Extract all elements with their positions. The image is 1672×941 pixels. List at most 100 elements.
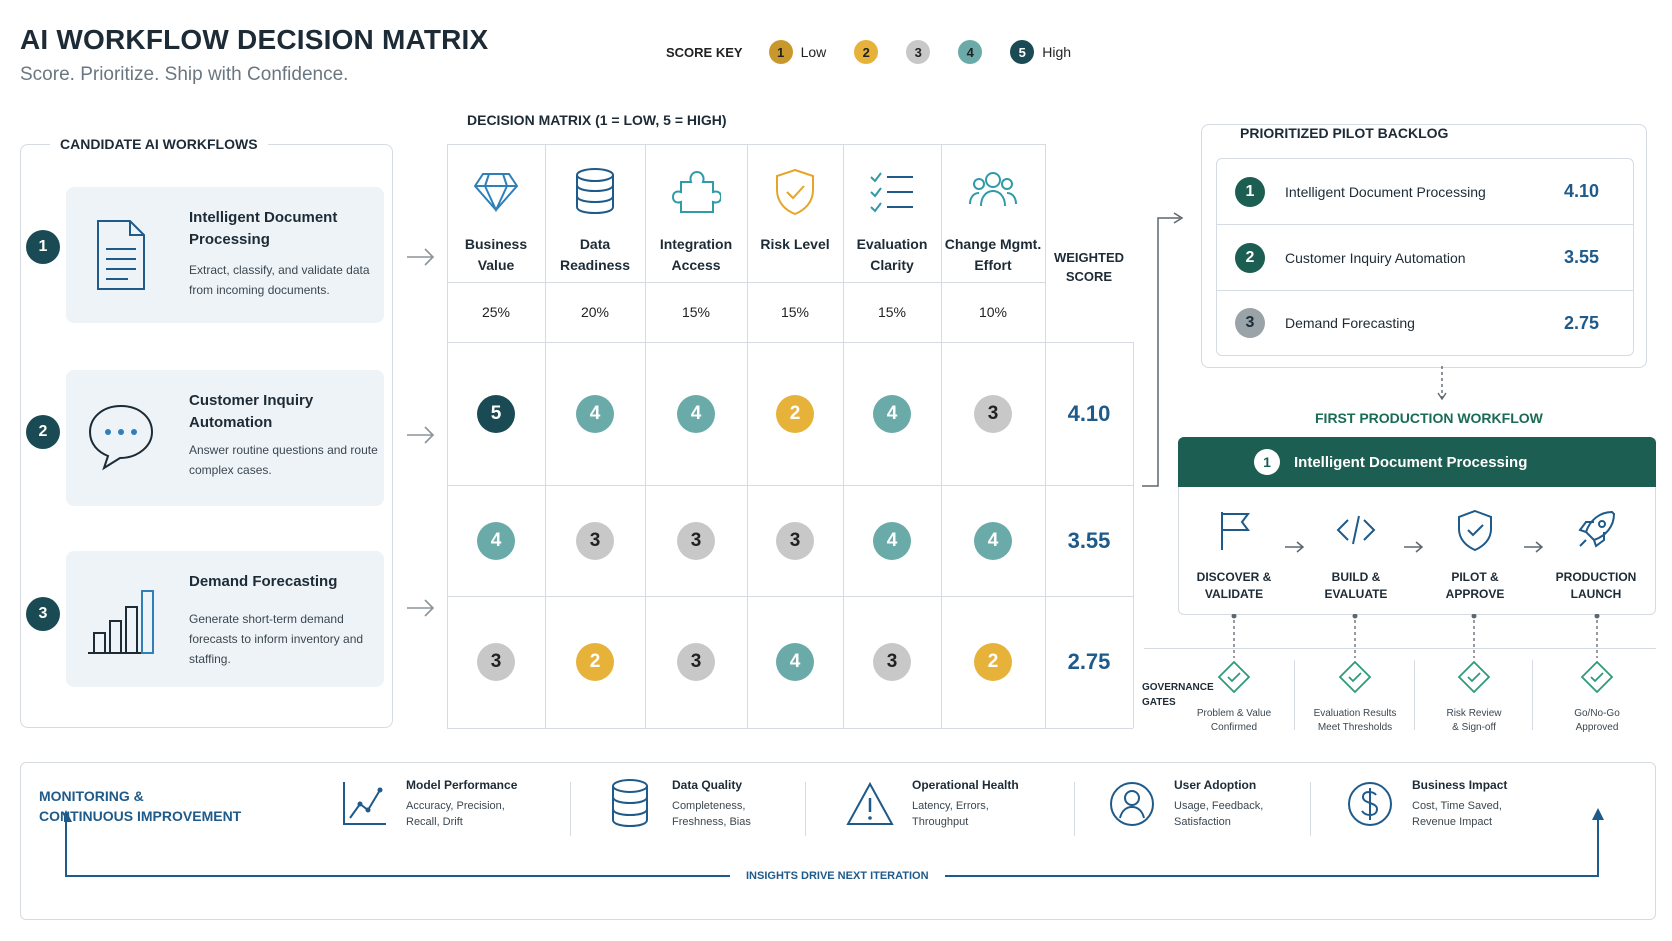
gate-divider	[1414, 660, 1415, 730]
connector-arrow-icon	[1142, 212, 1184, 487]
monitoring-panel	[20, 762, 1656, 920]
monitor-desc-line1: Accuracy, Precision,	[406, 800, 505, 812]
candidate-description: Answer routine questions and route compl…	[189, 443, 378, 477]
score-dot: 4	[477, 521, 515, 560]
criterion-weight: 15%	[681, 304, 711, 320]
stage-line1: PRODUCTION	[1555, 570, 1637, 584]
monitor-desc-line2: Satisfaction	[1174, 816, 1231, 828]
stage-line1: BUILD &	[1331, 570, 1381, 584]
monitor-name: Operational Health	[912, 778, 1019, 792]
monitoring-title-line2: CONTINUOUS IMPROVEMENT	[39, 808, 242, 824]
database-icon	[612, 779, 648, 828]
dollar-icon	[1348, 782, 1392, 826]
monitor-data-quality[interactable]: Data Quality Completeness, Freshness, Bia…	[606, 778, 751, 830]
gate-label: Risk Review & Sign-off	[1415, 707, 1533, 735]
weighted-score: 2.75	[1067, 649, 1111, 674]
governance-gate[interactable]: Problem & Value Confirmed	[1175, 660, 1293, 735]
backlog-score: 3.55	[1563, 247, 1599, 267]
score-dot: 3	[576, 521, 614, 560]
monitor-name: User Adoption	[1174, 778, 1257, 792]
gate-label: Problem & Value Confirmed	[1175, 707, 1293, 735]
governance-gate[interactable]: Evaluation Results Meet Thresholds	[1296, 660, 1414, 735]
monitor-desc: Completeness, Freshness, Bias	[672, 798, 751, 830]
criterion-data-readiness: Data Readiness 20%	[545, 144, 645, 342]
score-key-item: 2	[854, 40, 879, 64]
score-dot: 3	[873, 643, 911, 681]
grid-line	[843, 144, 844, 728]
loop-label: INSIGHTS DRIVE NEXT ITERATION	[730, 870, 945, 882]
stage-production-launch[interactable]: PRODUCTION LAUNCH	[1538, 508, 1654, 603]
score-dot: 2	[576, 643, 614, 681]
monitor-divider	[570, 782, 571, 836]
monitoring-title-line1: MONITORING &	[39, 788, 144, 804]
trend-chart-icon	[343, 782, 386, 825]
arrow-right-icon	[1524, 541, 1544, 553]
score-dot: 4	[873, 394, 911, 433]
gate-line1: Go/No-Go	[1574, 708, 1620, 719]
grid-line	[1133, 342, 1134, 728]
backlog-item[interactable]: 2 Customer Inquiry Automation 3.55	[1217, 225, 1633, 291]
backlog-item[interactable]: 1 Intelligent Document Processing 4.10	[1217, 159, 1633, 225]
rocket-icon	[1578, 510, 1616, 548]
page-subtitle: Score. Prioritize. Ship with Confidence.	[20, 64, 349, 85]
stage-discover-validate[interactable]: DISCOVER & VALIDATE	[1176, 508, 1292, 603]
monitor-text: Operational Health Latency, Errors, Throu…	[912, 778, 1019, 830]
backlog-item[interactable]: 3 Demand Forecasting 2.75	[1217, 290, 1633, 356]
arrow-right-icon	[407, 426, 435, 444]
diamond-check-icon	[1580, 660, 1614, 694]
candidate-card-demand-forecasting[interactable]: Demand Forecasting Generate short-term d…	[66, 551, 384, 687]
score-dot: 3	[677, 521, 715, 560]
first-production-number: 1	[1254, 449, 1280, 475]
stage-build-evaluate[interactable]: BUILD & EVALUATE	[1298, 508, 1414, 603]
candidate-number: 3	[26, 597, 60, 631]
diamond-check-icon	[1338, 660, 1372, 694]
candidate-description: Extract, classify, and validate data fro…	[189, 263, 370, 297]
grid-line	[447, 144, 1045, 145]
monitor-divider	[805, 782, 806, 836]
criterion-label: Integration Access	[659, 236, 733, 273]
monitor-name: Model Performance	[406, 778, 518, 792]
monitor-divider	[1074, 782, 1075, 836]
stage-pilot-approve[interactable]: PILOT & APPROVE	[1417, 508, 1533, 603]
score-key-item: 5 High	[1010, 40, 1071, 64]
monitor-model-performance[interactable]: Model Performance Accuracy, Precision, Re…	[340, 778, 517, 830]
stage-line2: LAUNCH	[1570, 587, 1622, 601]
diamond-check-icon	[1217, 660, 1251, 694]
diamond-check-icon	[1457, 660, 1491, 694]
backlog-name: Customer Inquiry Automation	[1285, 249, 1466, 266]
monitor-desc: Latency, Errors, Throughput	[912, 798, 1019, 830]
candidate-title: Intelligent Document Processing	[189, 209, 338, 248]
backlog-rank: 1	[1235, 176, 1265, 207]
score-key-dot: 4	[958, 40, 983, 64]
score-key-item: 3	[906, 40, 931, 64]
document-icon	[97, 220, 145, 290]
database-icon	[576, 168, 614, 215]
candidate-card-customer-inquiry[interactable]: Customer Inquiry Automation Answer routi…	[66, 370, 384, 506]
stage-label: PRODUCTION LAUNCH	[1538, 569, 1654, 603]
monitor-desc-line1: Usage, Feedback,	[1174, 800, 1264, 812]
monitor-business-impact[interactable]: Business Impact Cost, Time Saved, Revenue…	[1346, 778, 1507, 830]
checklist-icon	[870, 172, 913, 213]
backlog-rank: 2	[1235, 242, 1265, 273]
criterion-label: Evaluation Clarity	[856, 236, 928, 273]
score-key-text: Low	[800, 44, 827, 60]
criterion-weight: 15%	[877, 304, 907, 320]
dashed-connectors	[1231, 614, 1600, 658]
candidate-title: Demand Forecasting	[189, 573, 338, 590]
stage-label: DISCOVER & VALIDATE	[1176, 569, 1292, 603]
backlog-heading: PRIORITIZED PILOT BACKLOG	[1232, 125, 1457, 141]
people-icon	[969, 172, 1017, 207]
score-key-text: High	[1042, 44, 1072, 60]
grid-line	[1045, 144, 1046, 728]
monitor-operational-health[interactable]: Operational Health Latency, Errors, Throu…	[846, 778, 1019, 830]
governance-gate[interactable]: Risk Review & Sign-off	[1415, 660, 1533, 735]
monitor-name: Business Impact	[1412, 778, 1508, 792]
monitor-user-adoption[interactable]: User Adoption Usage, Feedback, Satisfacti…	[1108, 778, 1263, 830]
grid-line	[545, 144, 546, 728]
criterion-label: Business Value	[464, 236, 528, 273]
candidate-card-document-processing[interactable]: Intelligent Document Processing Extract,…	[66, 187, 384, 323]
user-icon	[1110, 782, 1154, 826]
monitoring-title: MONITORING & CONTINUOUS IMPROVEMENT	[39, 786, 241, 826]
candidate-title: Customer Inquiry Automation	[189, 392, 314, 431]
governance-gate[interactable]: Go/No-Go Approved	[1538, 660, 1656, 735]
